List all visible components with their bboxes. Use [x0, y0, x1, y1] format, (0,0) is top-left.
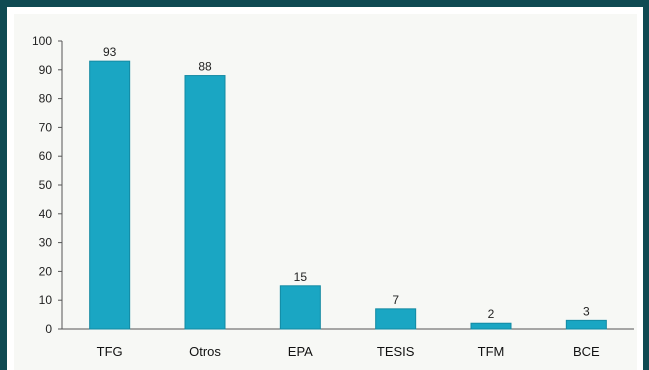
- x-tick-label-otros: Otros: [189, 344, 221, 359]
- bar-bce: [565, 319, 607, 330]
- data-label-tfg: 93: [103, 45, 117, 59]
- y-tick-label: 100: [32, 34, 52, 48]
- x-tick-label-bce: BCE: [573, 344, 600, 359]
- axes: 0 10 20 30 40 50 60 70 80 90 100: [32, 34, 634, 336]
- y-tick-label: 40: [39, 207, 53, 221]
- bars: [89, 60, 607, 330]
- x-tick-label-epa: EPA: [288, 344, 313, 359]
- y-tick-label: 30: [39, 236, 53, 250]
- bar-tfg: [89, 60, 131, 330]
- data-label-tesis: 7: [392, 293, 399, 307]
- x-tick-label-tfg: TFG: [97, 344, 123, 359]
- y-tick-label: 10: [39, 293, 53, 307]
- x-tick-label-tfm: TFM: [478, 344, 505, 359]
- y-tick-label: 90: [39, 63, 53, 77]
- labels: 93 TFG 88 Otros 15 EPA 7 TESIS 2 TFM 3 BCE: [97, 45, 600, 359]
- y-tick-label: 20: [39, 264, 53, 278]
- y-tick-label: 50: [39, 178, 53, 192]
- bar-otros: [184, 75, 226, 330]
- bar-tfm: [470, 322, 512, 330]
- y-tick-label: 60: [39, 149, 53, 163]
- data-label-tfm: 2: [488, 307, 495, 321]
- x-tick-label-tesis: TESIS: [377, 344, 415, 359]
- y-tick-label: 70: [39, 120, 53, 134]
- y-tick-label: 80: [39, 92, 53, 106]
- data-label-bce: 3: [583, 304, 590, 318]
- y-tick-label: 0: [45, 322, 52, 336]
- bar-tesis: [375, 308, 417, 330]
- data-label-epa: 15: [294, 270, 308, 284]
- data-label-otros: 88: [198, 60, 212, 74]
- bar-epa: [279, 285, 321, 330]
